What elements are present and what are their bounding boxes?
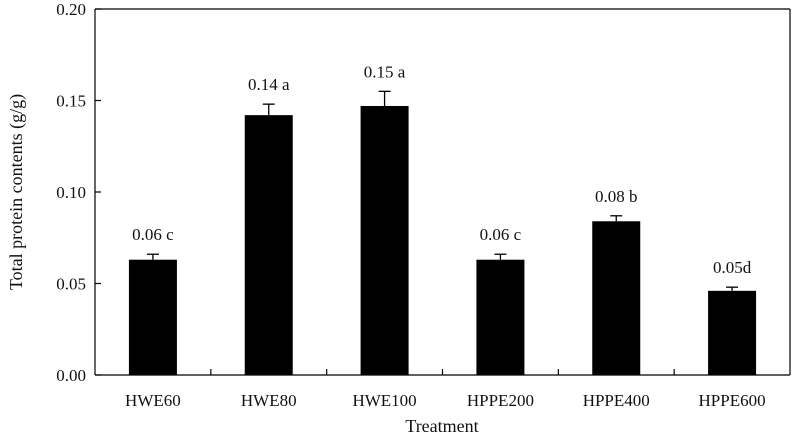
x-tick-label-hppe600: HPPE600 bbox=[699, 391, 766, 410]
bar-hwe100 bbox=[360, 105, 409, 376]
y-tick-label: 0.05 bbox=[56, 275, 86, 294]
x-tick-label-hwe60: HWE60 bbox=[125, 391, 181, 410]
plot-area bbox=[94, 8, 791, 376]
bar-hppe400 bbox=[592, 221, 641, 375]
bars bbox=[128, 105, 757, 376]
data-labels: 0.06 c 0.14 a 0.15 a 0.06 c 0.08 b 0.05d bbox=[132, 62, 752, 277]
y-tick-label: 0.20 bbox=[56, 0, 86, 19]
y-ticks: 0.00 0.05 0.10 0.15 0.20 bbox=[56, 0, 101, 385]
data-label-hwe80: 0.14 a bbox=[248, 75, 290, 94]
x-tick-label-hwe100: HWE100 bbox=[352, 391, 416, 410]
bar-hwe60 bbox=[128, 259, 177, 375]
y-tick-label: 0.10 bbox=[56, 183, 86, 202]
x-tick-label-hppe400: HPPE400 bbox=[583, 391, 650, 410]
x-tick-label-hppe200: HPPE200 bbox=[467, 391, 534, 410]
data-label-hppe400: 0.08 b bbox=[595, 187, 638, 206]
y-tick-label: 0.15 bbox=[56, 92, 86, 111]
data-label-hppe600: 0.05d bbox=[713, 258, 752, 277]
bar-hppe600 bbox=[708, 290, 757, 375]
x-tick-labels: HWE60 HWE80 HWE100 HPPE200 HPPE400 HPPE600 bbox=[125, 369, 766, 410]
x-axis-title: Treatment bbox=[405, 416, 478, 436]
data-label-hppe200: 0.06 c bbox=[480, 225, 522, 244]
x-tick-label-hwe80: HWE80 bbox=[241, 391, 297, 410]
bar-hppe200 bbox=[476, 259, 525, 375]
bar-hwe80 bbox=[244, 115, 293, 375]
data-label-hwe100: 0.15 a bbox=[364, 62, 406, 81]
y-axis-title: Total protein contents (g/g) bbox=[6, 94, 27, 290]
error-bars bbox=[146, 90, 739, 291]
data-label-hwe60: 0.06 c bbox=[132, 225, 174, 244]
y-tick-label: 0.00 bbox=[56, 366, 86, 385]
